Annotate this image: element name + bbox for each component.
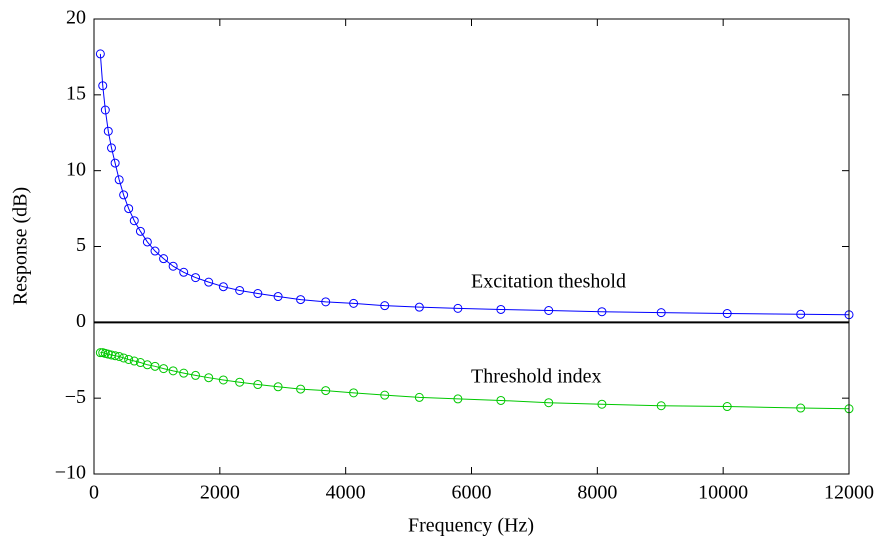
marker [273, 292, 283, 302]
x-tick-label: 4000 [326, 482, 366, 504]
marker [796, 309, 806, 319]
marker [124, 354, 134, 364]
series-line [100, 352, 850, 410]
marker [796, 403, 806, 413]
marker [218, 375, 228, 385]
marker [103, 126, 113, 136]
marker [380, 390, 390, 400]
marker [129, 356, 139, 366]
marker [159, 254, 169, 264]
marker [142, 237, 152, 247]
marker [722, 309, 732, 319]
marker [191, 370, 201, 380]
marker [95, 49, 105, 59]
marker [235, 377, 245, 387]
marker [150, 361, 160, 371]
marker [321, 297, 331, 307]
marker [453, 303, 463, 313]
marker [544, 306, 554, 316]
marker [253, 380, 263, 390]
marker [135, 226, 145, 236]
marker [129, 216, 139, 226]
y-axis-label: Response (dB) [10, 187, 32, 305]
y-tick-label: 20 [66, 7, 86, 29]
y-tick-label: 15 [66, 82, 86, 104]
axes-box [93, 18, 850, 475]
marker [218, 282, 228, 292]
marker [114, 175, 124, 185]
marker [414, 392, 424, 402]
marker [103, 349, 113, 359]
marker [98, 81, 108, 91]
marker [106, 143, 116, 153]
marker [168, 261, 178, 271]
marker [168, 366, 178, 376]
marker [656, 401, 666, 411]
marker [453, 394, 463, 404]
marker [380, 301, 390, 311]
y-tick-label: 5 [76, 234, 86, 256]
marker [496, 395, 506, 405]
marker [235, 285, 245, 295]
marker [414, 302, 424, 312]
marker [296, 384, 306, 394]
y-tick-label: −10 [55, 462, 86, 484]
marker [544, 398, 554, 408]
marker [159, 364, 169, 374]
marker [349, 298, 359, 308]
marker [597, 307, 607, 317]
marker [253, 289, 263, 299]
marker [110, 158, 120, 168]
series-line [99, 53, 850, 316]
marker [321, 386, 331, 396]
series-label: Excitation theshold [471, 271, 626, 293]
marker [722, 402, 732, 412]
x-tick-label: 6000 [452, 482, 492, 504]
x-tick-label: 2000 [200, 482, 240, 504]
marker [150, 246, 160, 256]
x-axis-label: Frequency (Hz) [408, 515, 534, 537]
y-tick-label: 10 [66, 158, 86, 180]
marker [179, 368, 189, 378]
marker [119, 353, 129, 363]
marker [296, 295, 306, 305]
marker [204, 277, 214, 287]
marker [179, 267, 189, 277]
y-tick-label: 0 [76, 310, 86, 332]
marker [110, 351, 120, 361]
marker [124, 204, 134, 214]
marker [597, 399, 607, 409]
marker [273, 382, 283, 392]
marker [100, 105, 110, 115]
y-tick-label: −5 [65, 386, 86, 408]
series-label: Threshold index [471, 366, 602, 388]
marker [656, 308, 666, 318]
x-tick-label: 12000 [824, 482, 874, 504]
marker [114, 351, 124, 361]
marker [191, 273, 201, 283]
marker [119, 190, 129, 200]
marker [496, 304, 506, 314]
x-tick-label: 0 [89, 482, 99, 504]
marker [349, 388, 359, 398]
x-tick-label: 10000 [698, 482, 748, 504]
marker [204, 373, 214, 383]
x-tick-label: 8000 [577, 482, 617, 504]
